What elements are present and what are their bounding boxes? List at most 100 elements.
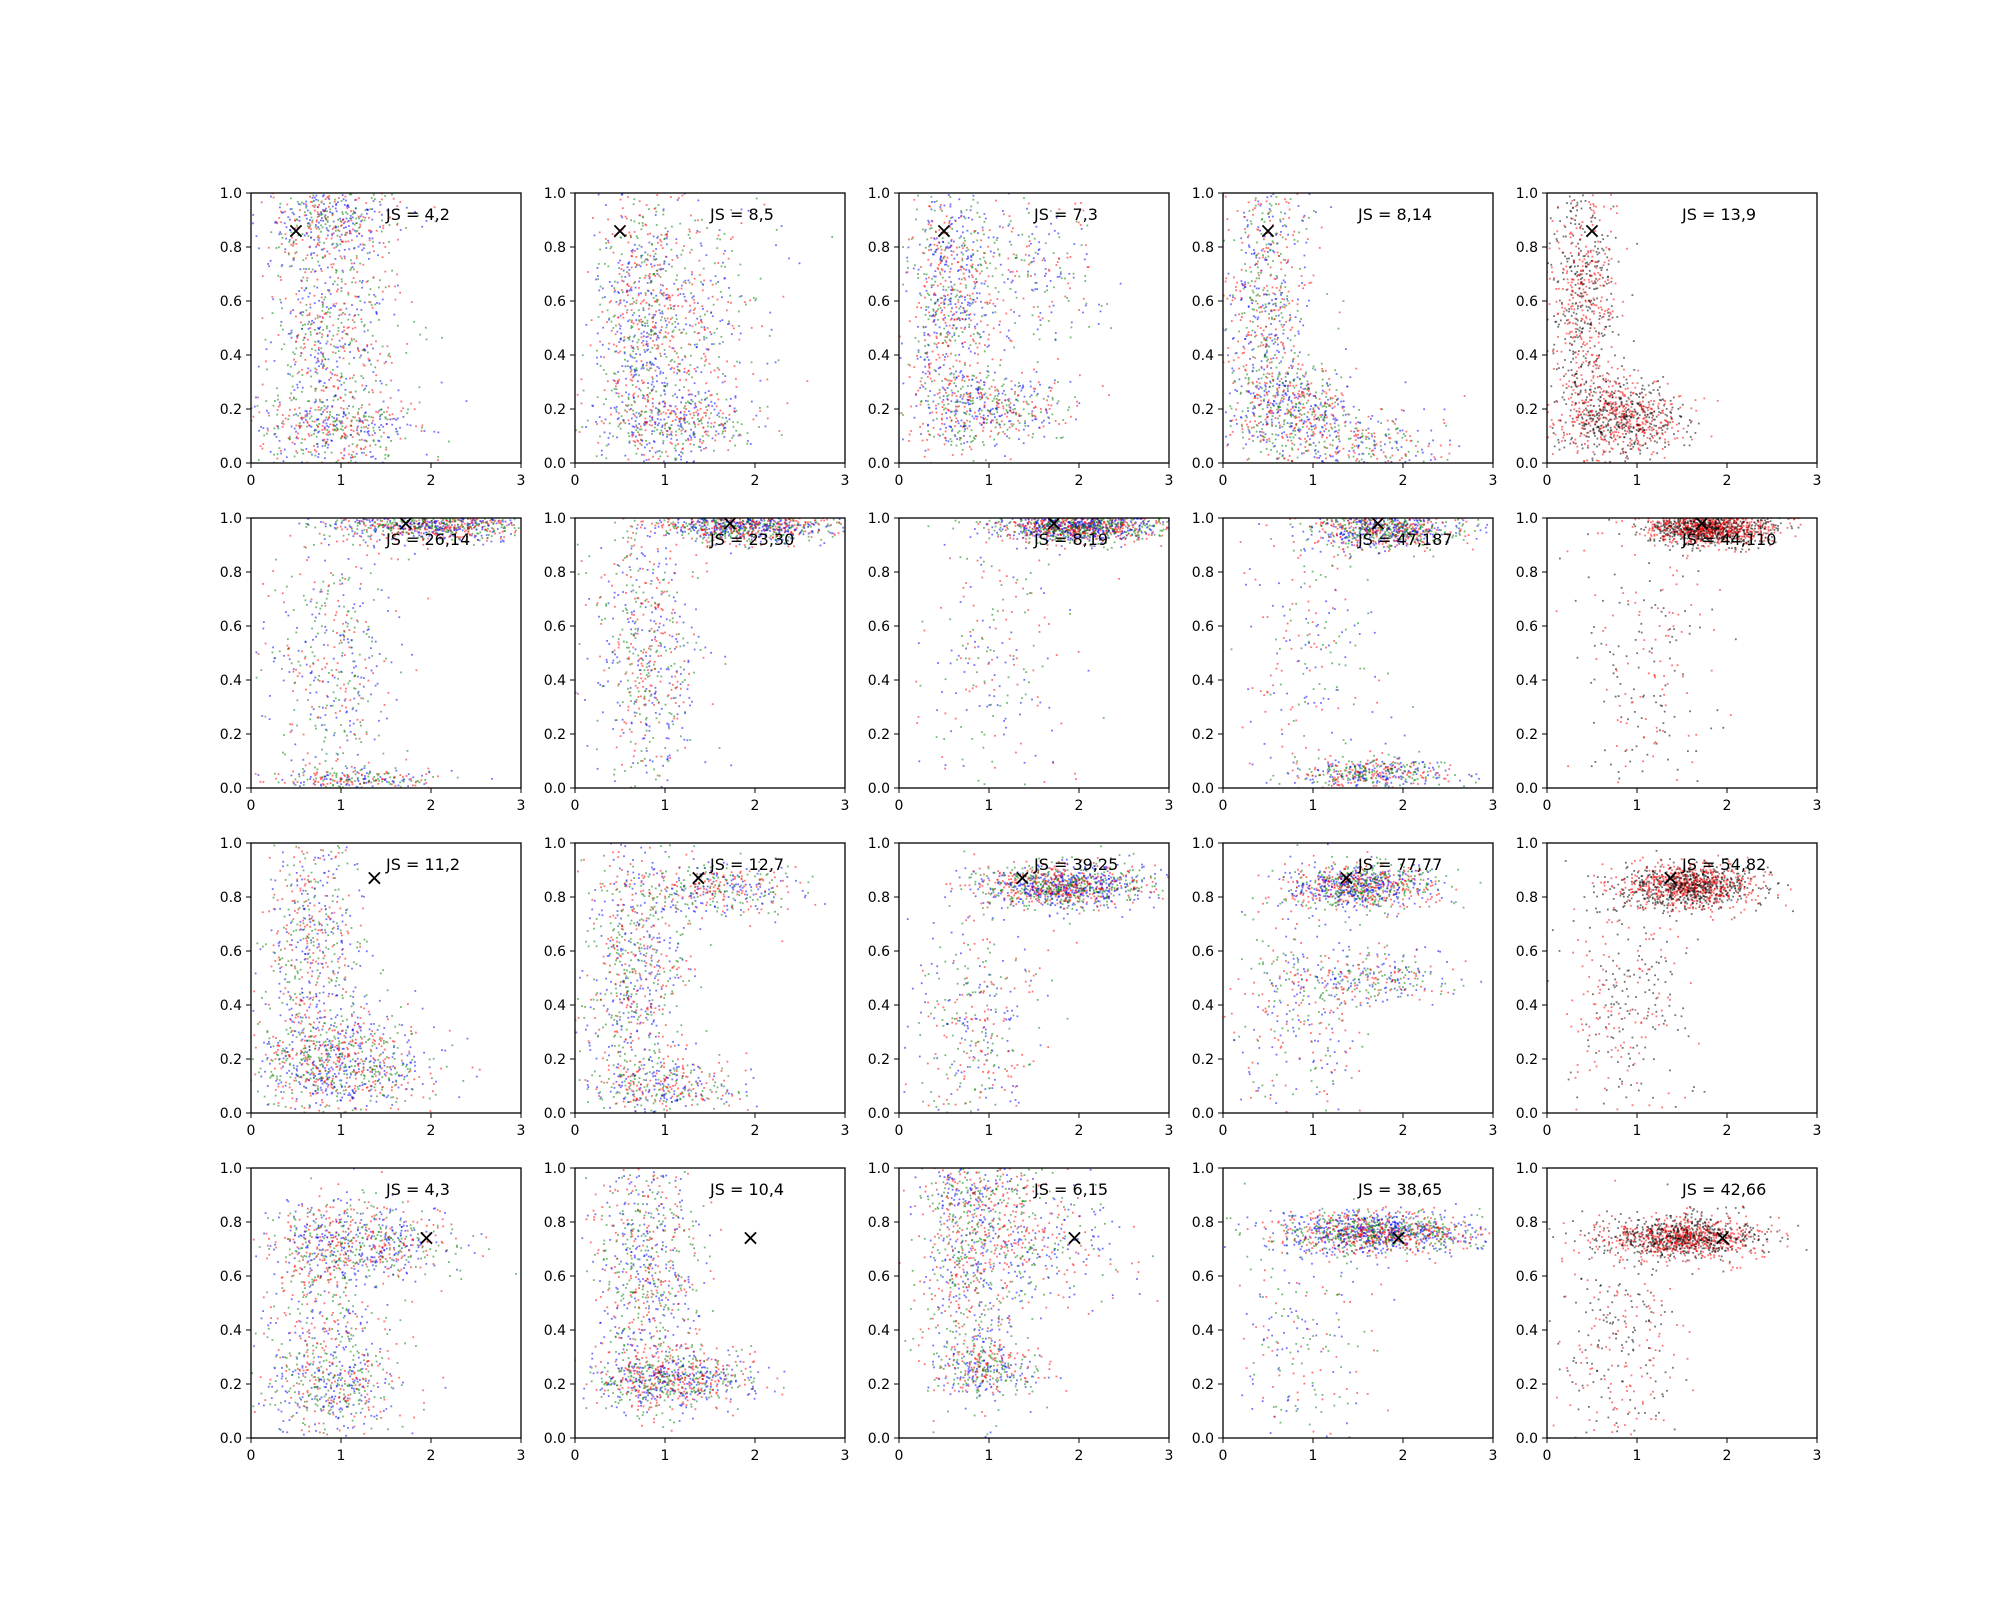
data-point — [976, 387, 979, 390]
data-point — [317, 213, 319, 216]
data-point — [346, 435, 349, 438]
data-point — [391, 413, 394, 416]
data-point — [644, 397, 646, 400]
data-point — [437, 459, 439, 461]
data-point — [1059, 267, 1061, 269]
data-point — [969, 350, 972, 353]
data-point — [1284, 281, 1286, 284]
data-point — [1256, 393, 1258, 396]
subplot-1-3: 0 1 2 30.00.20.40.60.81.0×JS = 7,3 — [868, 186, 1174, 489]
data-point — [1292, 358, 1294, 361]
data-point — [632, 346, 634, 349]
data-point — [337, 398, 339, 401]
data-point — [332, 351, 334, 354]
data-point — [671, 331, 674, 333]
data-point — [701, 416, 704, 419]
data-point — [653, 273, 655, 275]
data-point — [314, 349, 317, 352]
data-point — [1259, 311, 1261, 314]
data-point — [671, 420, 674, 422]
data-point — [368, 391, 370, 394]
data-point — [972, 340, 975, 343]
data-point — [1000, 420, 1003, 423]
x-tick-label: 1 — [661, 473, 670, 489]
data-point — [681, 194, 684, 197]
data-point — [1034, 251, 1037, 254]
data-point — [346, 407, 349, 410]
data-point — [988, 410, 991, 413]
data-point — [1225, 328, 1228, 330]
data-point — [363, 325, 365, 328]
data-point — [1234, 314, 1237, 317]
data-point — [261, 383, 264, 386]
data-point — [612, 251, 615, 254]
data-point — [1067, 300, 1070, 302]
data-point — [1271, 299, 1273, 302]
data-point — [625, 404, 627, 407]
data-point — [717, 424, 720, 427]
data-point — [927, 258, 930, 261]
data-point — [1320, 226, 1323, 229]
data-point — [666, 455, 669, 458]
data-point — [667, 409, 670, 411]
data-point — [983, 443, 985, 446]
data-point — [351, 456, 354, 458]
data-point — [1050, 387, 1053, 389]
data-point — [290, 425, 293, 428]
data-point — [733, 327, 735, 330]
data-point — [629, 371, 632, 373]
data-point — [291, 385, 294, 388]
data-point — [304, 418, 307, 421]
data-point — [927, 395, 930, 397]
data-point — [1265, 356, 1268, 358]
data-point — [943, 358, 946, 361]
data-point — [1263, 356, 1266, 358]
data-point — [941, 297, 943, 299]
data-point — [1281, 225, 1284, 227]
data-point — [1272, 224, 1274, 226]
data-point — [1027, 202, 1030, 205]
data-point — [717, 234, 720, 237]
data-point — [628, 269, 631, 271]
data-point — [924, 296, 926, 299]
data-point — [668, 433, 671, 436]
data-point — [335, 346, 337, 349]
data-point — [905, 271, 908, 274]
data-point — [1264, 346, 1267, 348]
data-point — [1271, 215, 1274, 218]
data-point — [735, 377, 737, 380]
data-point — [976, 250, 979, 252]
data-point — [1289, 382, 1292, 384]
data-point — [633, 243, 636, 246]
data-point — [949, 196, 952, 198]
data-point — [1286, 403, 1289, 406]
data-point — [372, 426, 375, 429]
data-point — [913, 198, 916, 201]
data-point — [377, 439, 380, 442]
data-point — [1239, 290, 1242, 293]
data-point — [297, 333, 300, 336]
data-point — [313, 445, 315, 447]
data-point — [333, 424, 335, 427]
data-point — [274, 220, 277, 223]
data-point — [697, 414, 699, 417]
data-point — [1292, 365, 1294, 368]
data-point — [947, 286, 950, 289]
data-point — [608, 422, 611, 425]
data-point — [943, 204, 946, 207]
data-point — [321, 320, 323, 323]
data-point — [425, 220, 428, 222]
data-point — [659, 289, 662, 292]
data-point — [939, 428, 942, 431]
data-point — [1286, 261, 1289, 263]
data-point — [1244, 283, 1247, 286]
data-point — [972, 333, 975, 336]
data-point — [282, 460, 285, 463]
data-point — [935, 332, 938, 335]
data-point — [942, 256, 945, 259]
data-point — [321, 226, 324, 229]
data-point — [929, 314, 931, 317]
data-point — [961, 397, 964, 400]
data-point — [1240, 268, 1243, 271]
data-point — [1268, 216, 1270, 218]
